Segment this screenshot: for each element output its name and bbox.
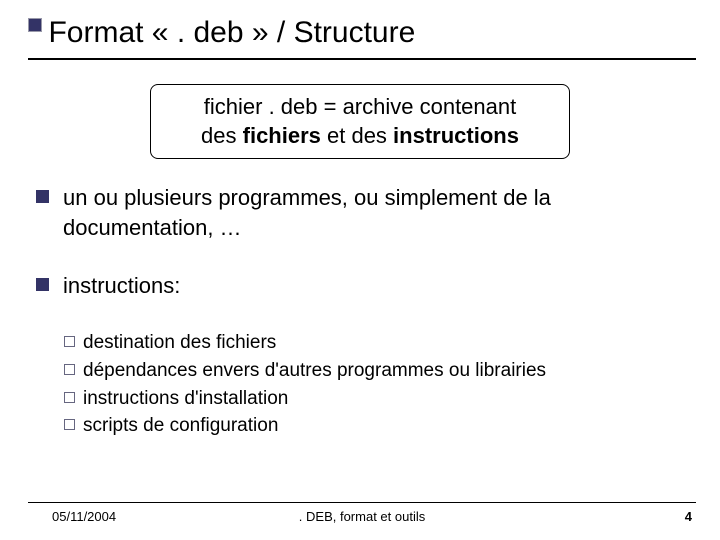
sub-text-1: destination des fichiers (83, 330, 276, 356)
sub-text-3: instructions d'installation (83, 386, 288, 412)
title-accent-square (28, 18, 42, 32)
bullet-list: un ou plusieurs programmes, ou simplemen… (36, 183, 684, 300)
sub-list-item: instructions d'installation (64, 386, 684, 412)
sub-list: destination des fichiers dépendances env… (64, 330, 684, 439)
sub-bullet-icon (64, 419, 75, 430)
sub-bullet-icon (64, 336, 75, 347)
bullet-icon (36, 278, 49, 291)
sub-text-4: scripts de configuration (83, 413, 278, 439)
title-area: Format « . deb » / Structure (0, 0, 720, 56)
sub-list-item: dépendances envers d'autres programmes o… (64, 358, 684, 384)
bullet-text-2: instructions: (63, 271, 180, 301)
box-line2-pre: des (201, 123, 243, 148)
sub-list-item: scripts de configuration (64, 413, 684, 439)
footer-page-number: 4 (685, 509, 696, 524)
box-line2-mid: et des (321, 123, 393, 148)
sub-bullet-icon (64, 392, 75, 403)
box-bold-2: instructions (393, 123, 519, 148)
definition-text: fichier . deb = archive contenant des fi… (171, 93, 549, 150)
slide-title: Format « . deb » / Structure (48, 16, 415, 49)
box-line1: fichier . deb = archive contenant (204, 94, 516, 119)
list-item: un ou plusieurs programmes, ou simplemen… (36, 183, 684, 242)
list-item: instructions: (36, 271, 684, 301)
box-bold-1: fichiers (243, 123, 321, 148)
bullet-icon (36, 190, 49, 203)
sub-text-2: dépendances envers d'autres programmes o… (83, 358, 546, 384)
bullet-text-1: un ou plusieurs programmes, ou simplemen… (63, 183, 684, 242)
content-area: fichier . deb = archive contenant des fi… (0, 60, 720, 439)
sub-bullet-icon (64, 364, 75, 375)
footer: 05/11/2004 . DEB, format et outils 4 (28, 502, 696, 524)
sub-list-item: destination des fichiers (64, 330, 684, 356)
footer-title: . DEB, format et outils (299, 509, 425, 524)
footer-date: 05/11/2004 (28, 509, 116, 524)
definition-box: fichier . deb = archive contenant des fi… (150, 84, 570, 159)
